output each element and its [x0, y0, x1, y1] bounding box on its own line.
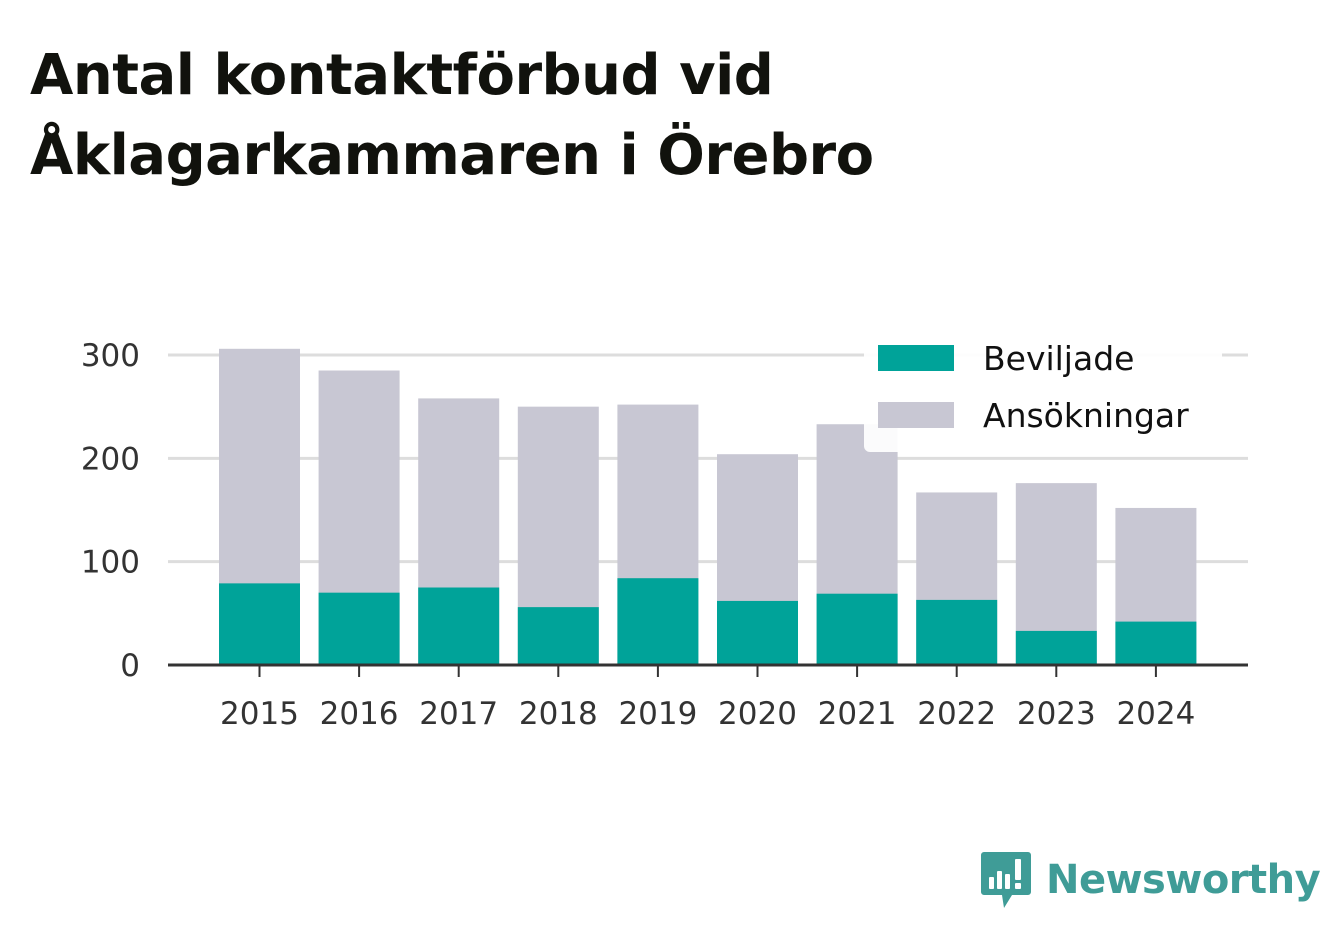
x-tick-label: 2018: [519, 696, 598, 732]
legend-swatch: [878, 345, 954, 371]
x-tick-label: 2024: [1116, 696, 1195, 732]
chart-title: Antal kontaktförbud vid Åklagarkammaren …: [30, 43, 874, 188]
x-tick-label: 2019: [618, 696, 697, 732]
bar-beviljade-2018: [517, 607, 599, 665]
x-tick-label: 2022: [917, 696, 996, 732]
bar-beviljade-2023: [1015, 630, 1097, 665]
legend-label: Ansökningar: [983, 396, 1189, 435]
x-tick-label: 2020: [718, 696, 797, 732]
bar-beviljade-2016: [318, 592, 400, 665]
bar-beviljade-2024: [1115, 621, 1197, 665]
x-tick-label: 2023: [1017, 696, 1096, 732]
x-tick-label: 2016: [320, 696, 399, 732]
bar-beviljade-2021: [816, 593, 898, 665]
bar-beviljade-2020: [717, 600, 798, 665]
legend-swatch: [878, 402, 954, 428]
newsworthy-logo-text: Newsworthy: [1046, 857, 1321, 903]
bars: [219, 348, 1197, 665]
x-tick-label: 2015: [220, 696, 299, 732]
newsworthy-logo: Newsworthy: [980, 850, 1321, 910]
y-tick-label: 100: [81, 545, 140, 581]
bar-beviljade-2015: [219, 583, 300, 665]
x-axis-ticks: 2015 2016 2017 2018 2019 2020 2021 2022 2023 2024: [220, 665, 1195, 732]
bar-beviljade-2017: [418, 587, 500, 665]
y-tick-label: 200: [81, 441, 140, 477]
bar-beviljade-2019: [617, 578, 699, 665]
legend: Beviljade Ansökningar: [864, 336, 1222, 452]
y-tick-label: 300: [81, 338, 140, 374]
x-tick-label: 2021: [818, 696, 897, 732]
y-axis-ticks: 0 100 200 300: [81, 338, 140, 684]
newsworthy-logo-icon: [981, 852, 1031, 908]
x-tick-label: 2017: [419, 696, 498, 732]
legend-label: Beviljade: [983, 339, 1134, 378]
y-tick-label: 0: [120, 648, 140, 684]
bar-beviljade-2022: [916, 599, 998, 665]
